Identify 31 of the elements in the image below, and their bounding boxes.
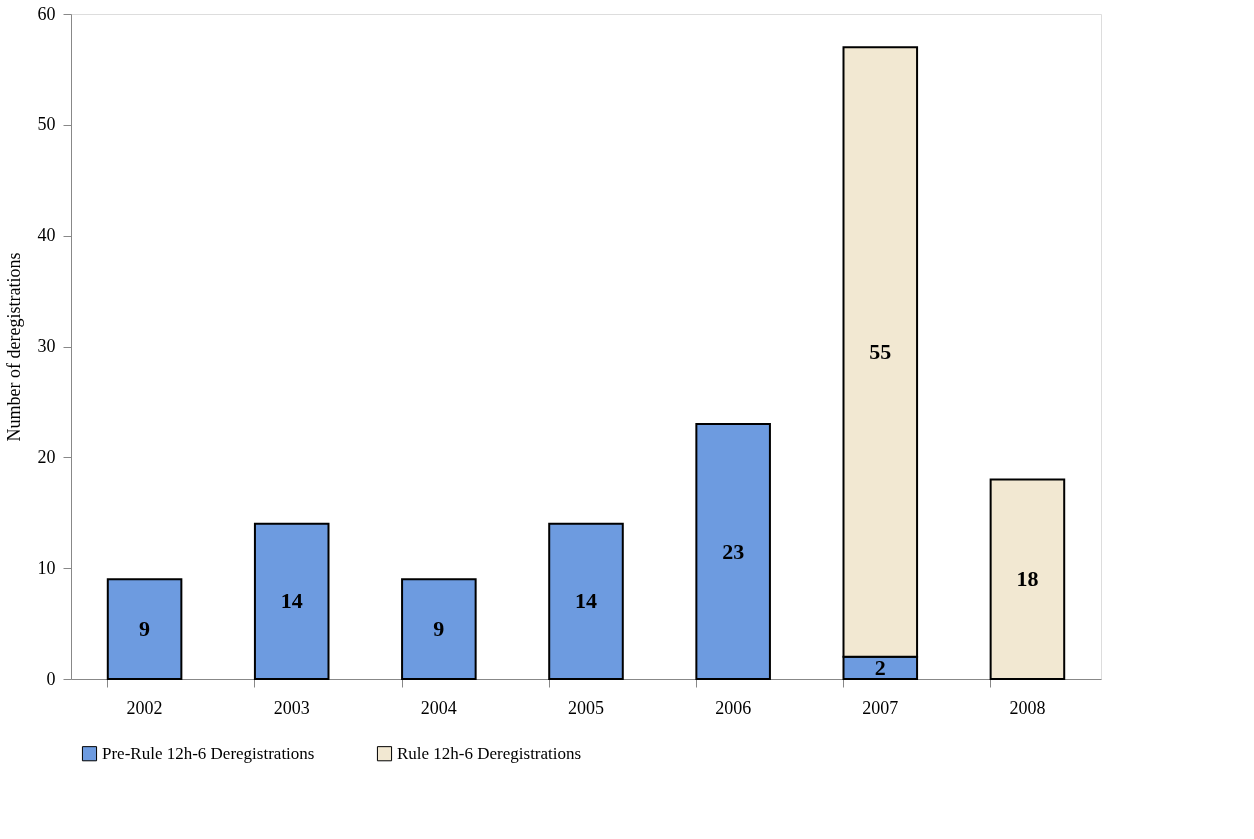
bar (548, 522, 624, 680)
bar (106, 578, 183, 680)
x-tick-label: 2006 (715, 697, 752, 718)
y-tick-label: 20 (37, 446, 56, 467)
data-label: 9 (139, 616, 151, 642)
x-tick-label: 2008 (1009, 697, 1046, 718)
x-tick-label: 2004 (420, 697, 457, 718)
y-tick-label: 10 (37, 557, 56, 578)
y-tick-label: 50 (37, 114, 56, 135)
legend-label: Pre-Rule 12h-6 Deregistrations (102, 743, 315, 763)
bar (695, 423, 771, 680)
legend-label: Rule 12h-6 Deregistrations (397, 743, 582, 763)
data-label: 23 (722, 538, 745, 564)
data-label: 55 (869, 339, 892, 365)
data-label: 14 (280, 588, 303, 614)
x-tick-label: 2003 (273, 697, 310, 718)
data-label: 18 (1016, 566, 1039, 592)
data-label: 9 (433, 616, 445, 642)
data-label: 14 (575, 588, 597, 614)
bar (253, 522, 330, 680)
x-tick-label: 2002 (126, 697, 163, 718)
y-tick-label: 60 (37, 3, 56, 24)
x-tick-label: 2007 (862, 697, 899, 718)
x-tick-label: 2005 (568, 697, 604, 718)
bar (401, 578, 477, 680)
bar (989, 478, 1066, 680)
y-tick-label: 40 (37, 225, 56, 246)
data-label: 2 (874, 654, 886, 680)
y-tick-label: 0 (46, 668, 56, 689)
y-tick-label: 30 (37, 336, 56, 356)
y-axis-title: Number of deregistrations (3, 252, 24, 442)
